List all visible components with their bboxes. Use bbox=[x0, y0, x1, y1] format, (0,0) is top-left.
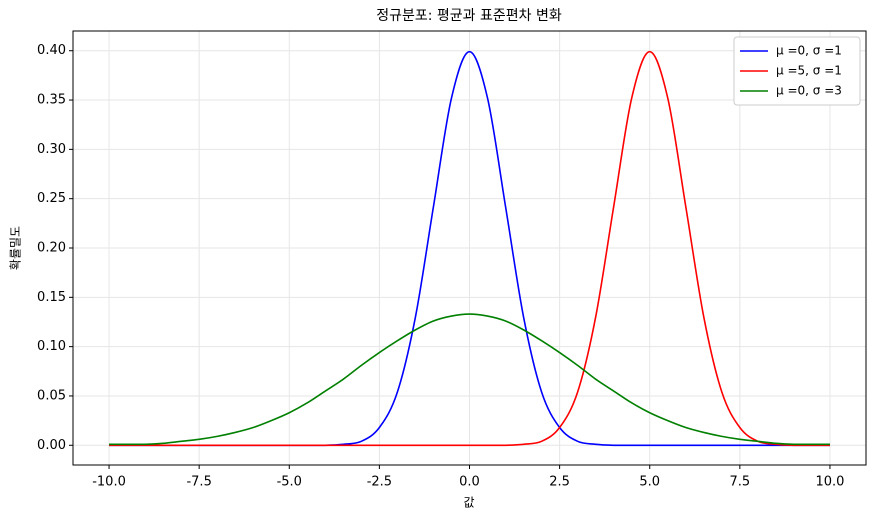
x-tick-label: 10.0 bbox=[815, 475, 844, 490]
series-line bbox=[109, 50, 830, 447]
y-tick-label: 0.35 bbox=[37, 93, 66, 108]
x-tick-label: 0.0 bbox=[459, 475, 480, 490]
plot-frame bbox=[72, 30, 867, 466]
x-tick-label: 7.5 bbox=[729, 475, 750, 490]
x-tick-label: -2.5 bbox=[367, 475, 392, 490]
y-tick-label: 0.00 bbox=[37, 438, 66, 453]
y-axis-label: 확률밀도 bbox=[9, 226, 23, 270]
chart-title: 정규분포: 평균과 표준편차 변화 bbox=[376, 8, 562, 24]
y-tick-label: 0.10 bbox=[37, 339, 66, 354]
x-tick-label: -10.0 bbox=[92, 475, 126, 490]
legend-label: μ =5, σ =1 bbox=[776, 64, 842, 78]
x-tick-label: 5.0 bbox=[639, 475, 660, 490]
series-line bbox=[109, 313, 830, 446]
x-tick-label: -5.0 bbox=[277, 475, 302, 490]
y-tick-label: 0.25 bbox=[37, 191, 66, 206]
legend-label: μ =0, σ =3 bbox=[776, 84, 842, 98]
y-tick-label: 0.30 bbox=[37, 142, 66, 157]
x-axis-label: 값 bbox=[463, 496, 474, 510]
y-tick-label: 0.20 bbox=[37, 241, 66, 256]
y-tick-label: 0.05 bbox=[37, 388, 66, 403]
legend-box bbox=[733, 36, 861, 106]
legend-label: μ =0, σ =1 bbox=[776, 44, 842, 58]
x-tick-label: -7.5 bbox=[186, 475, 211, 490]
y-tick-label: 0.15 bbox=[37, 290, 66, 305]
y-tick-label: 0.40 bbox=[37, 43, 66, 58]
x-tick-label: 2.5 bbox=[549, 475, 570, 490]
